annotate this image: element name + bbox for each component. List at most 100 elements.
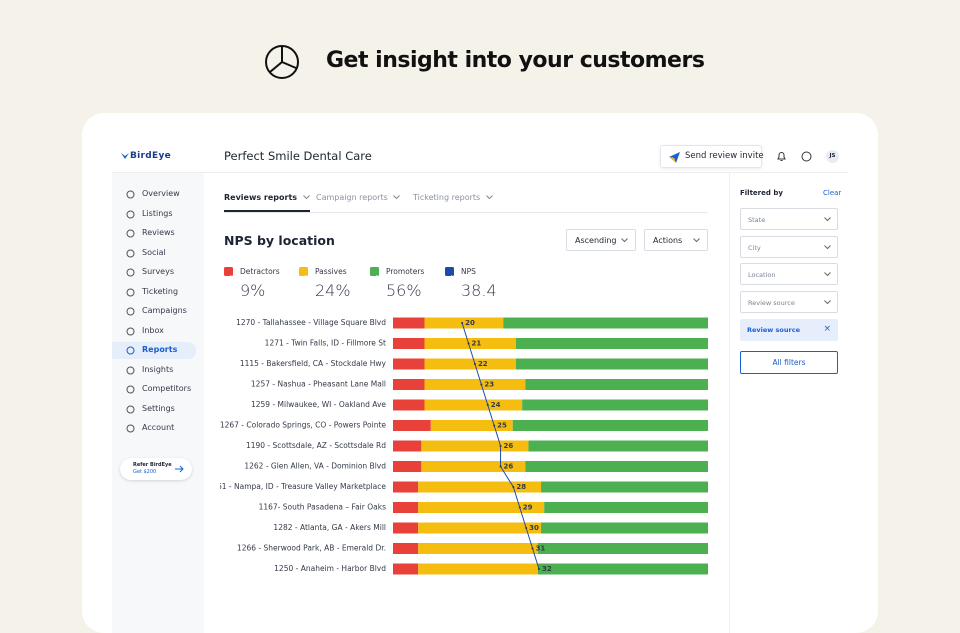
nps-label: 30 [529,524,539,532]
legend-checkbox[interactable] [299,267,308,281]
refer-subtitle: Get $200 [133,469,157,475]
divider [729,173,730,633]
filter-dropdown[interactable]: Location [740,263,838,286]
avatar[interactable]: JS [826,150,839,163]
bar-segment [528,440,708,452]
tab[interactable]: Ticketing reports [413,193,493,202]
bar-segment [418,563,538,575]
bar-segment [393,317,425,329]
nps-label: 29 [523,504,533,512]
row-label: 1115 - Bakersfield, CA - Stockdale Hwy [240,359,387,368]
bar-segment [393,502,419,513]
nps-label: 21 [472,340,482,348]
nps-point [486,404,489,406]
refer-title: Refer BirdEye [133,462,172,468]
nps-point [518,506,521,509]
bar-segment [424,358,516,370]
nav-item[interactable]: Listings [112,206,196,223]
bar-segment [424,317,504,329]
chat-icon[interactable] [801,151,812,162]
nps-label: 25 [497,422,507,430]
bar-segment [393,399,425,411]
legend-name: Promoters [386,267,425,276]
divider [112,172,848,173]
nav-label: Listings [142,208,173,218]
dropdown-label: Ascending [575,236,617,245]
tab[interactable]: Campaign reports [316,193,401,202]
filter-dropdown[interactable]: State [740,208,838,230]
chart-title: NPS by location [224,233,335,248]
nav-item[interactable]: Reports [112,342,196,359]
nps-point [461,322,464,324]
nps-chart: 1270 - Tallahassee - Village Square Blvd… [220,317,708,575]
nav-label: Competitors [142,384,192,393]
nav-item[interactable]: Overview [112,186,196,203]
nps-point [512,486,515,488]
refer-box[interactable]: Refer BirdEye Get $200 [120,458,192,480]
filter-chip[interactable]: Review source × [740,319,838,341]
legend-value: 56% [386,281,422,300]
nps-label: 23 [484,381,494,389]
bar-segment [393,338,425,349]
nav-label: Inbox [142,325,164,335]
filter-dropdown[interactable]: Review source [740,291,838,314]
nav-item[interactable]: Ticketing [112,284,196,301]
nav-item[interactable]: Social [112,245,196,262]
nav-label: Account [142,423,175,432]
nav-item[interactable]: Competitors [112,381,196,398]
bar-segment [393,563,419,575]
row-label: 1266 - Sherwood Park, AB - Emerald Dr. [237,544,386,553]
row-label: 1190 - Scottsdale, AZ - Scottsdale Rd [246,441,386,450]
legend-value: 24% [315,281,351,300]
dropdown[interactable]: Actions [644,229,708,251]
nps-point [531,547,534,550]
brand: BirdEye [130,151,172,161]
bar-segment [544,502,708,513]
bar-segment [393,379,425,390]
brand-logo [121,153,129,159]
nps-point [525,527,528,529]
bar-segment [503,317,708,329]
nps-point [480,383,483,386]
tab-label: Reviews reports [224,193,298,202]
bar-segment [424,338,516,349]
legend-checkbox[interactable] [370,267,379,281]
dropdown[interactable]: Ascending [566,229,636,251]
nav-item[interactable]: Campaigns [112,303,196,320]
row-label: 1262 - Glen Allen, VA - Dominion Blvd [244,462,386,471]
filter-label: City [748,243,761,252]
nav-item[interactable]: Settings [112,401,196,418]
business-name: Perfect Smile Dental Care [224,149,372,163]
nav-item[interactable]: Surveys [112,264,196,281]
all-filters-button[interactable]: All filters [740,351,838,374]
filter-dropdown[interactable]: City [740,235,838,258]
nav-item[interactable]: Inbox [112,323,196,340]
nps-point [537,568,540,570]
nps-label: 28 [516,483,526,491]
tab[interactable]: Reviews reports [224,193,310,202]
bar-segment [522,399,708,411]
nav-item[interactable]: Insights [112,362,196,379]
page: {"header": {"title": "Get insight into y… [82,45,878,633]
bar-segment [421,461,526,472]
clear-link[interactable]: Clear [823,189,842,197]
nav-item[interactable]: Account [112,420,196,437]
nav-label: Reviews [142,228,175,237]
bar-segment [525,379,708,390]
send-invite-button[interactable]: Send review invite [660,145,764,168]
bar-segment [418,502,545,513]
row-label: 1282 - Atlanta, GA - Akers Mill [273,523,386,532]
nav-label: Social [142,247,166,257]
legend-checkbox[interactable] [224,267,233,281]
bar-segment [393,440,422,452]
legend-checkbox[interactable] [445,267,454,281]
hero-title: Get insight into your customers [326,48,705,73]
bar-segment [537,563,708,575]
bar-segment [541,522,708,534]
nav-label: Overview [142,189,180,198]
bar-segment [515,358,708,370]
nav-label: Reports [142,345,178,354]
nps-label: 22 [478,360,488,368]
bell-icon[interactable] [776,151,787,162]
nav-item[interactable]: Reviews [112,225,196,242]
